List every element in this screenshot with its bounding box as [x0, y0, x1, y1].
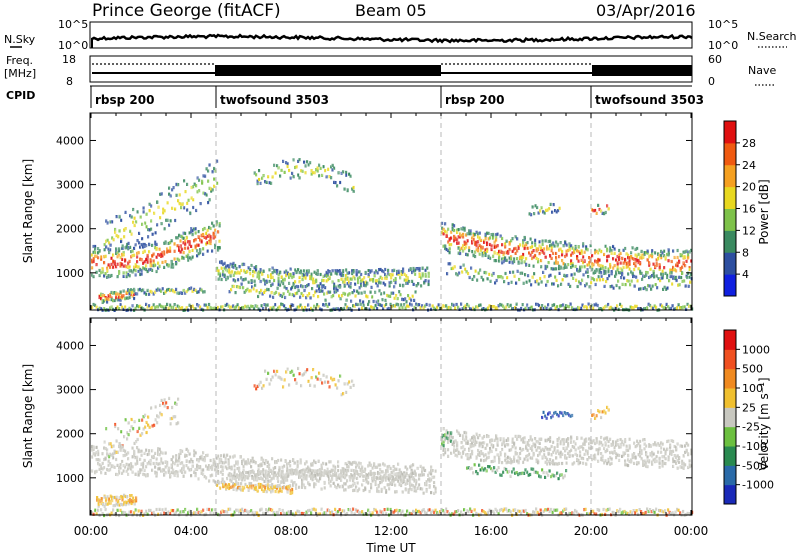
power-echo	[470, 307, 473, 311]
freq-block-1	[215, 65, 441, 76]
freq-unit: [MHz]	[4, 67, 36, 80]
power-echo	[617, 307, 620, 311]
power-echo	[625, 307, 628, 311]
velocity-echo	[92, 512, 95, 516]
power-echo	[358, 307, 361, 311]
nave-tick-top: 60	[708, 53, 722, 66]
y-tick-label: 2000	[56, 223, 84, 236]
power-echo	[200, 307, 203, 311]
cpid-segments: rbsp 200 twofsound 3503 rbsp 200 twofsound …	[90, 86, 704, 108]
power-echo	[575, 307, 578, 311]
power-echo	[685, 307, 688, 311]
nave-tick-bottom: 0	[708, 75, 715, 88]
freq-block-2	[592, 65, 692, 76]
power-echo	[368, 307, 371, 311]
velocity-echo	[205, 512, 208, 516]
nsky-frame	[89, 21, 693, 49]
velocity-echo	[113, 512, 116, 516]
power-echo	[287, 307, 290, 311]
nsearch-tick-top: 10^5	[708, 18, 738, 31]
nsearch-tick-bottom: 10^0	[708, 39, 738, 52]
velocity-echo	[107, 512, 110, 516]
beam-title: Beam 05	[355, 1, 427, 20]
nsky-label: N.Sky	[4, 33, 36, 46]
y-tick-label: 3000	[56, 179, 84, 192]
velocity-echo	[146, 512, 149, 516]
freq-tick-top: 18	[62, 53, 76, 66]
power-echo	[690, 259, 693, 263]
power-echo	[271, 307, 274, 311]
cpid-segment-label: twofsound 3503	[220, 93, 329, 107]
power-mode-guides	[215, 114, 592, 309]
nave-label: Nave	[748, 64, 776, 77]
power-echo	[481, 307, 484, 311]
freq-strip: Freq. [MHz] 18 8 60 0 Nave	[4, 53, 776, 88]
velocity-echo	[690, 448, 693, 452]
power-echo	[673, 307, 676, 311]
y-tick-label: 1000	[56, 267, 84, 280]
velocity-echo	[173, 512, 176, 516]
nsky-tick-top: 10^5	[58, 18, 88, 31]
nsearch-label: N.Search	[747, 30, 797, 43]
power-ylabel: Slant Range [km]	[21, 159, 35, 263]
power-echo	[334, 307, 337, 311]
power-echo	[112, 307, 115, 311]
nsky-trace	[91, 33, 693, 44]
power-echo	[458, 307, 461, 311]
cpid-label: CPID	[6, 89, 35, 102]
power-echo	[572, 307, 575, 311]
power-noise-mask	[91, 114, 691, 309]
power-echo	[434, 307, 437, 311]
velocity-echo	[690, 464, 693, 468]
freq-tick-bottom: 8	[66, 75, 73, 88]
station-title: Prince George (fitACF)	[92, 1, 281, 21]
cpid-segment-label: twofsound 3503	[595, 93, 704, 107]
power-echo	[690, 272, 693, 277]
power-echo	[548, 307, 551, 311]
power-echo	[257, 307, 260, 311]
power-echo	[295, 307, 298, 311]
power-echo	[430, 307, 433, 311]
power-echo	[690, 248, 693, 252]
freq-label: Freq.	[6, 54, 33, 67]
power-y-ticks: 1000 2000 3000 4000	[56, 134, 692, 280]
power-echo	[485, 307, 488, 311]
cpid-segment-label: rbsp 200	[95, 93, 154, 107]
cpid-segment-label: rbsp 200	[445, 93, 504, 107]
power-echo	[122, 307, 125, 311]
nsky-tick-bottom: 10^0	[58, 39, 88, 52]
nsky-strip: N.Sky 10^5 10^0 10^5 10^0 N.Search	[4, 18, 797, 52]
date-title: 03/Apr/2016	[596, 1, 696, 20]
velocity-echo	[690, 452, 693, 456]
power-echo	[341, 307, 344, 311]
power-x-ticks	[90, 113, 692, 310]
cpid-strip: CPID rbsp 200 twofsound 3503 rbsp 200 twofs…	[6, 85, 704, 108]
power-panel: 1000 2000 3000 4000 Slant Range [km]	[21, 112, 694, 312]
velocity-echo	[157, 512, 160, 516]
y-tick-label: 4000	[56, 134, 84, 147]
